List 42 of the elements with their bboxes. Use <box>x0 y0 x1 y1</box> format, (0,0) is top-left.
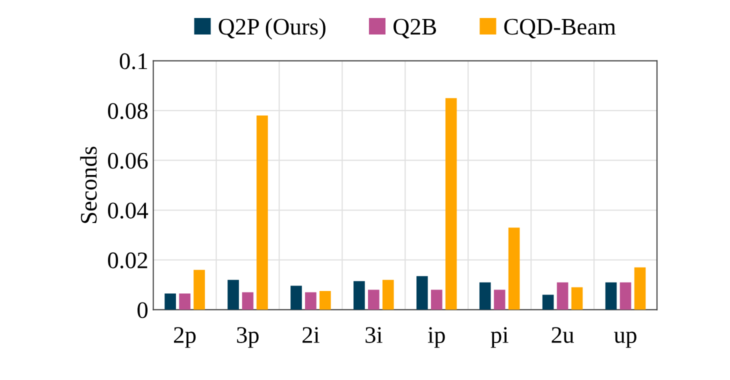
y-tick-label: 0.06 <box>108 152 148 169</box>
y-tick-label: 0.02 <box>108 252 148 268</box>
bar <box>290 286 302 310</box>
bar <box>382 280 394 310</box>
bar <box>320 291 331 310</box>
bar <box>571 287 583 310</box>
legend-label: Q2P (Ours) <box>218 18 326 40</box>
bar <box>164 294 176 310</box>
bar <box>556 282 568 310</box>
bar <box>605 282 617 310</box>
bar <box>508 228 520 310</box>
x-tick-label: 3i <box>366 327 382 343</box>
y-tick-label: 0.04 <box>108 202 148 219</box>
x-tick-label: ip <box>428 327 445 348</box>
y-tick-label: 0.08 <box>108 103 148 120</box>
bar <box>445 98 457 310</box>
x-tick-label: 2u <box>552 327 574 343</box>
legend-label: CQD-Beam <box>504 18 616 38</box>
bar <box>228 280 239 310</box>
y-tick-label: 0 <box>138 302 148 318</box>
bar <box>620 282 632 310</box>
legend-label: Q2B <box>394 18 436 38</box>
bar <box>368 290 380 310</box>
bar <box>354 281 365 310</box>
bar <box>430 290 442 310</box>
x-tick-label: pi <box>490 327 508 348</box>
bar <box>242 292 254 310</box>
bar <box>179 294 190 310</box>
bar <box>479 282 491 310</box>
bar <box>494 290 506 310</box>
x-tick-label: 3p <box>237 327 259 348</box>
bar <box>542 294 554 310</box>
x-tick-label: 2p <box>174 327 196 348</box>
bar <box>256 116 268 310</box>
bar <box>194 270 205 310</box>
y-tick-label: 0.1 <box>120 53 148 70</box>
bar <box>634 267 646 310</box>
bar <box>416 276 428 310</box>
bar <box>305 292 316 310</box>
x-tick-label: 2i <box>302 327 320 343</box>
y-axis-title: Seconds <box>80 146 97 224</box>
x-tick-label: up <box>614 332 636 348</box>
